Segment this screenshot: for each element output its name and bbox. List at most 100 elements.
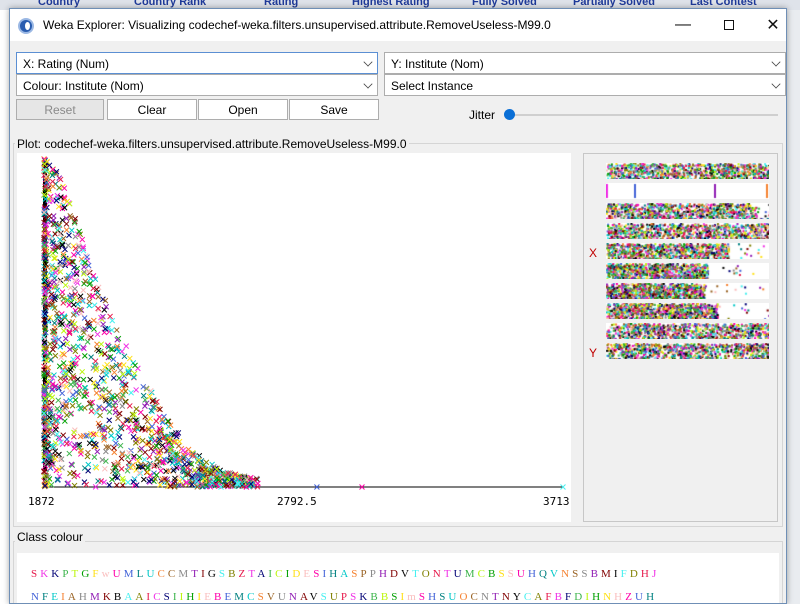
- data-point: [63, 215, 70, 222]
- data-point: [81, 405, 88, 411]
- attribute-strip[interactable]: [606, 323, 769, 339]
- jitter-slider-thumb[interactable]: [504, 109, 515, 120]
- class-colour-item: S: [572, 568, 582, 580]
- attribute-strip[interactable]: [606, 263, 769, 279]
- x-axis-select[interactable]: X: Rating (Num): [16, 52, 378, 74]
- open-button[interactable]: Open: [198, 99, 288, 120]
- class-colour-item: I: [285, 568, 293, 580]
- class-colour-item: I: [268, 568, 276, 580]
- data-point: [64, 340, 71, 347]
- data-point: [46, 414, 53, 421]
- background-scrollbar[interactable]: [786, 10, 800, 604]
- data-point: [100, 321, 107, 328]
- data-point: [41, 234, 47, 241]
- data-point: [76, 335, 83, 342]
- data-point: [176, 464, 182, 471]
- colour-select[interactable]: Colour: Institute (Nom): [16, 74, 378, 96]
- class-colour-item: C: [157, 568, 168, 580]
- data-point: [136, 470, 143, 476]
- data-point: [154, 456, 161, 463]
- chevron-down-icon: [363, 57, 373, 67]
- attribute-strip[interactable]: [606, 223, 769, 239]
- attribute-strip[interactable]: [606, 283, 769, 299]
- data-point: [121, 353, 128, 360]
- data-point: [112, 460, 119, 467]
- data-point: [49, 374, 56, 381]
- data-point: [110, 375, 117, 381]
- attribute-strip[interactable]: [606, 243, 769, 259]
- class-colour-item: S: [257, 591, 267, 603]
- data-point: [54, 192, 61, 199]
- data-point: [146, 454, 153, 460]
- attribute-matrix-panel: X Y: [583, 153, 778, 522]
- data-point: [148, 445, 154, 452]
- data-point: [61, 196, 67, 203]
- class-colour-group: [13, 541, 783, 603]
- class-colour-item: E: [224, 591, 235, 603]
- attribute-strip[interactable]: [606, 183, 769, 199]
- data-point: [61, 185, 68, 192]
- class-colour-item: H: [78, 591, 90, 603]
- class-colour-item: S: [418, 591, 429, 603]
- class-colour-item: B: [214, 591, 225, 603]
- attribute-strip[interactable]: [606, 303, 769, 319]
- attribute-strip[interactable]: [606, 343, 769, 359]
- class-colour-item: D: [292, 568, 304, 580]
- close-button[interactable]: ✕: [766, 17, 780, 34]
- data-point: [230, 472, 236, 478]
- data-point: [359, 484, 365, 490]
- data-point: [109, 476, 115, 483]
- data-point: [111, 369, 118, 376]
- save-button[interactable]: Save: [289, 99, 379, 120]
- data-point: [164, 418, 171, 425]
- data-point: [41, 242, 48, 248]
- data-point: [98, 341, 105, 348]
- data-point: [41, 387, 48, 394]
- data-point: [50, 213, 57, 219]
- data-point: [57, 176, 64, 183]
- data-point: [117, 367, 124, 374]
- class-colour-title: Class colour: [15, 530, 86, 544]
- class-colour-item: F: [565, 591, 575, 603]
- data-point: [70, 252, 77, 258]
- data-point: [93, 431, 99, 438]
- minimize-button[interactable]: —: [675, 16, 691, 33]
- data-point: [180, 447, 187, 454]
- class-colour-item: S: [507, 568, 517, 580]
- data-point: [64, 323, 70, 329]
- maximize-button[interactable]: [706, 9, 752, 41]
- data-point: [52, 448, 59, 455]
- reset-button[interactable]: Reset: [16, 99, 104, 120]
- attribute-strip[interactable]: [606, 163, 769, 179]
- data-point: [42, 196, 49, 202]
- attribute-strip[interactable]: [606, 203, 769, 219]
- data-point: [218, 484, 224, 490]
- data-point: [255, 480, 261, 487]
- data-point: [59, 465, 65, 471]
- class-colour-item: U: [453, 568, 465, 580]
- jitter-slider-track[interactable]: [510, 114, 778, 116]
- jitter-label: Jitter: [469, 108, 496, 122]
- data-point: [68, 461, 75, 468]
- title-bar[interactable]: Weka Explorer: Visualizing codechef-weka…: [10, 9, 786, 41]
- data-point: [96, 404, 102, 411]
- clear-button[interactable]: Clear: [107, 99, 197, 120]
- class-colour-item: U: [329, 591, 341, 603]
- data-point: [92, 383, 99, 390]
- data-point: [41, 209, 47, 216]
- class-colour-item: A: [340, 568, 352, 580]
- class-colour-item: U: [635, 591, 647, 603]
- data-point: [42, 167, 48, 173]
- data-point: [159, 442, 166, 449]
- scatter-plot[interactable]: 1872 2792.5 3713: [17, 153, 571, 522]
- class-colour-item: U: [277, 591, 289, 603]
- data-point: [54, 310, 60, 317]
- data-point: [84, 339, 91, 345]
- data-point: [155, 440, 162, 447]
- y-axis-select[interactable]: Y: Institute (Nom): [384, 52, 786, 74]
- data-point: [79, 298, 86, 305]
- instance-select[interactable]: Select Instance: [384, 74, 786, 96]
- data-point: [147, 387, 154, 394]
- data-point: [42, 360, 49, 367]
- data-point: [54, 242, 60, 249]
